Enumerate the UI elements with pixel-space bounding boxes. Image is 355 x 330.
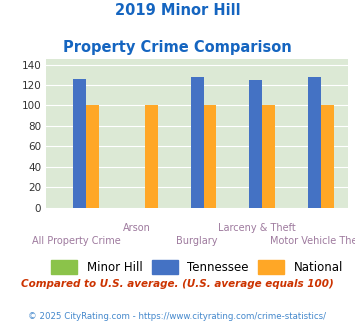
Text: 2019 Minor Hill: 2019 Minor Hill (115, 3, 240, 18)
Legend: Minor Hill, Tennessee, National: Minor Hill, Tennessee, National (47, 255, 348, 279)
Bar (144, 106, 158, 208)
Text: Burglary: Burglary (176, 236, 218, 246)
Text: Larceny & Theft: Larceny & Theft (218, 223, 296, 233)
Text: Compared to U.S. average. (U.S. average equals 100): Compared to U.S. average. (U.S. average … (21, 279, 334, 289)
Bar (191, 77, 203, 208)
Bar (203, 106, 217, 208)
Bar (308, 77, 321, 208)
Bar (73, 79, 86, 208)
Bar (321, 106, 334, 208)
Text: All Property Crime: All Property Crime (32, 236, 121, 246)
Bar (250, 80, 262, 208)
Text: Motor Vehicle Theft: Motor Vehicle Theft (271, 236, 355, 246)
Text: Arson: Arson (123, 223, 151, 233)
Text: © 2025 CityRating.com - https://www.cityrating.com/crime-statistics/: © 2025 CityRating.com - https://www.city… (28, 312, 327, 321)
Bar (262, 106, 275, 208)
Bar (86, 106, 99, 208)
Text: Property Crime Comparison: Property Crime Comparison (63, 40, 292, 54)
